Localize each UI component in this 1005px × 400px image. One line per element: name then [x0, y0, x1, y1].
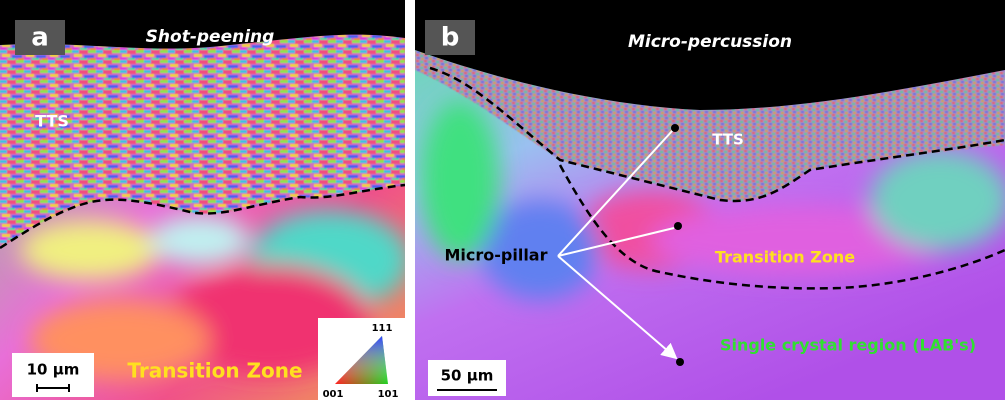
annotation: TTS: [712, 131, 744, 149]
ipf-label: 111: [372, 323, 393, 334]
pillar-dot: [676, 358, 684, 366]
figure: a Shot-peening TTS Transition Zone 10 μm…: [0, 0, 1005, 400]
panel-label: a: [31, 23, 49, 53]
page: {"panels": [ {"label": "a", "title": "Sh…: [0, 0, 1005, 400]
pillar-dot: [674, 222, 682, 230]
annotation: Micro-pillar: [444, 246, 547, 265]
annotation: Transition Zone: [127, 359, 302, 383]
annotation: Transition Zone: [715, 248, 855, 267]
annotation: TTS: [35, 112, 69, 131]
panel-label: b: [441, 23, 460, 53]
ipf-label: 001: [323, 389, 344, 400]
panel-gap: [405, 0, 415, 400]
annotation: Single crystal region (LAB's): [720, 336, 976, 355]
panel-title: Micro-percussion: [628, 32, 792, 52]
ipf-label: 101: [378, 389, 399, 400]
panel-title: Shot-peening: [146, 27, 275, 47]
panel-a: a Shot-peening TTS Transition Zone 10 μm…: [0, 0, 410, 400]
scale-label: 50 μm: [441, 367, 494, 385]
scale-label: 10 μm: [27, 361, 80, 379]
pillar-dot: [671, 124, 679, 132]
panel-b: b Micro-percussion TTS Micro-pillar Tran…: [415, 0, 1005, 400]
